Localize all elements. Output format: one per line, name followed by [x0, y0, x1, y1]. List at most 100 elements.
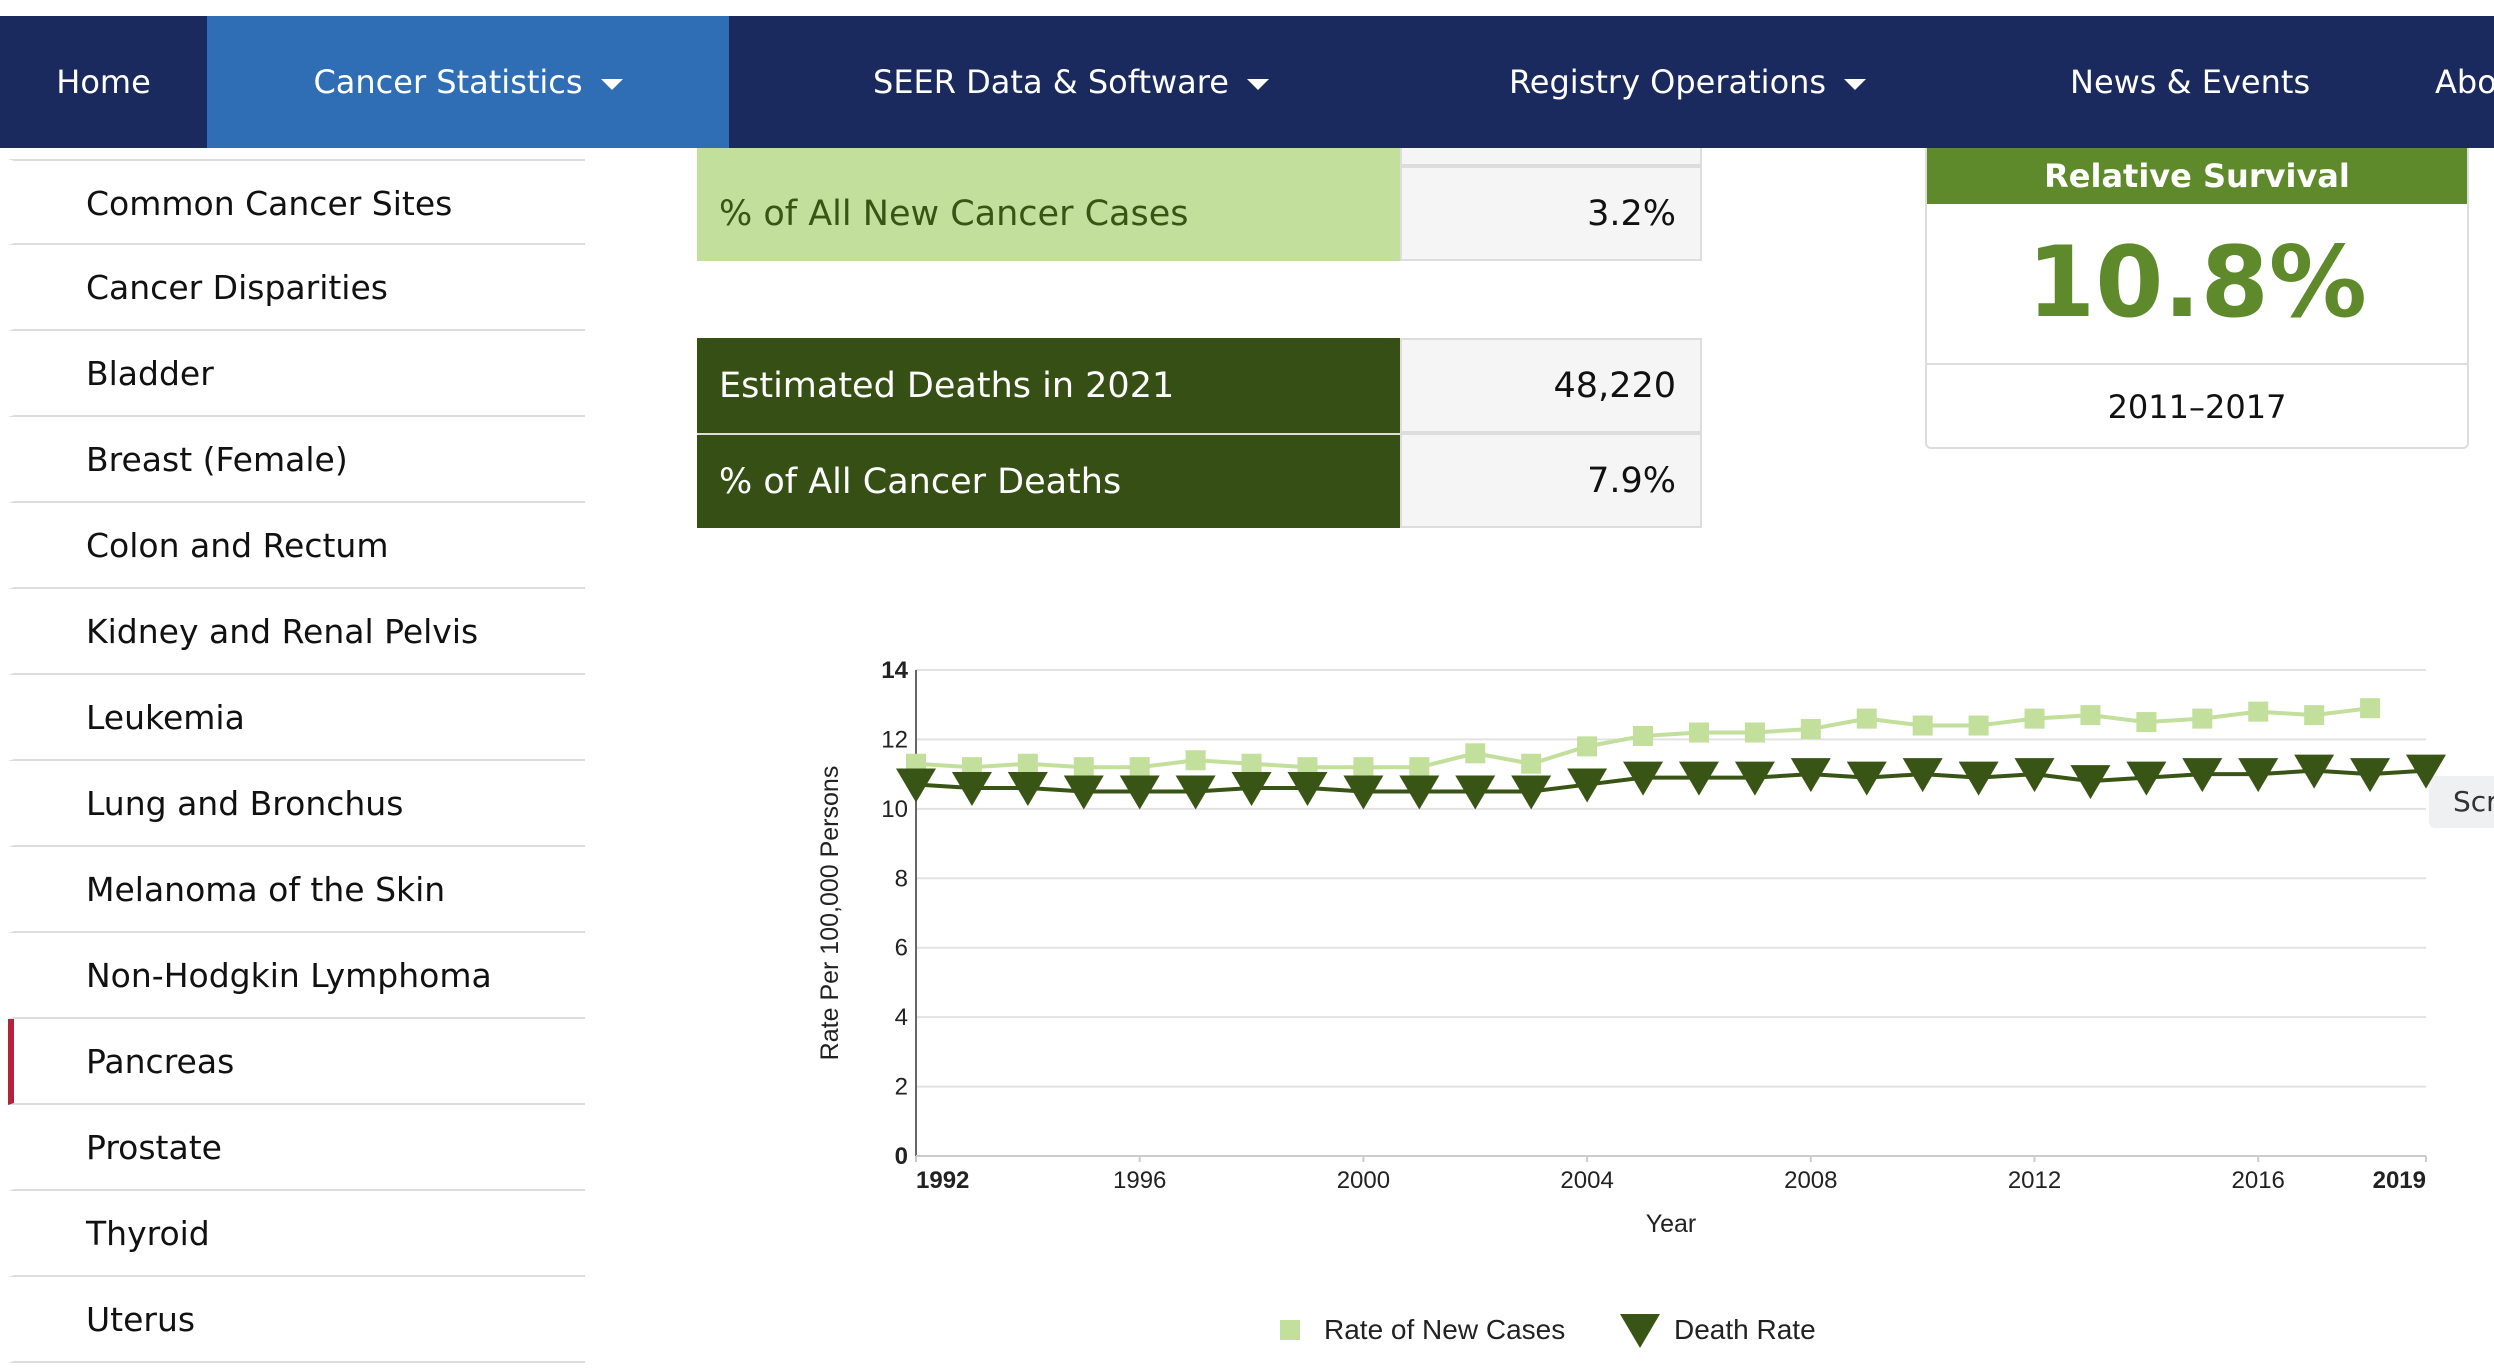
- legend-label: Rate of New Cases: [1324, 1314, 1565, 1345]
- nav-item[interactable]: News & Events: [2070, 16, 2310, 148]
- sidebar-item[interactable]: Melanoma of the Skin: [8, 847, 585, 933]
- point: [1521, 753, 1542, 774]
- point: [1231, 772, 1272, 807]
- point: [1409, 757, 1430, 778]
- nav-item[interactable]: Registry Operations: [1509, 16, 1867, 148]
- point: [1800, 719, 1821, 740]
- y-tick-label: 2: [895, 1074, 908, 1101]
- sidebar-item[interactable]: Bladder: [8, 331, 585, 417]
- chart: 0 2 4 6 8 10 12 14 1992 1996 2000 2004 2008 2012 2016 2…: [816, 657, 2446, 1348]
- nav-item[interactable]: Home: [0, 16, 207, 148]
- point: [2136, 712, 2157, 733]
- point: [1968, 715, 1989, 736]
- series-line: [915, 768, 2427, 794]
- nav-label: Home: [56, 63, 151, 101]
- survival-period: 2011–2017: [2107, 388, 2287, 426]
- point: [1399, 775, 1440, 810]
- sidebar-item[interactable]: Uterus: [8, 1277, 585, 1363]
- point: [2070, 765, 2111, 800]
- sidebar-item[interactable]: Leukemia: [8, 675, 585, 761]
- point: [1343, 775, 1384, 810]
- point: [1007, 772, 1048, 807]
- caret: [1246, 78, 1269, 90]
- nav-item[interactable]: Abo: [2435, 16, 2494, 148]
- legend-label: Death Rate: [1674, 1314, 1816, 1345]
- point: [896, 768, 936, 803]
- point: [2014, 758, 2055, 793]
- point: [1185, 750, 1206, 771]
- point: [1017, 753, 1038, 774]
- table-row-partial: [697, 148, 1400, 166]
- point: [1856, 708, 1877, 729]
- point: [1567, 768, 1608, 803]
- caret: [1844, 78, 1867, 90]
- survival-card: Relative Survival 10.8% 2011–2017: [1925, 148, 2469, 449]
- sidebar-item[interactable]: Pancreas: [8, 1019, 585, 1105]
- x-tick-label: 2008: [1784, 1167, 1837, 1194]
- point: [2304, 705, 2325, 726]
- point: [1958, 761, 1999, 796]
- point: [1902, 758, 1943, 793]
- sidebar-item[interactable]: Lung and Bronchus: [8, 761, 585, 847]
- point: [1119, 775, 1160, 810]
- sidebar-item[interactable]: Colon and Rectum: [8, 503, 585, 589]
- point: [1734, 761, 1775, 796]
- point: [2360, 698, 2381, 719]
- point: [1063, 775, 1104, 810]
- x-tick-label: 2004: [1560, 1167, 1613, 1194]
- sidebar-item[interactable]: Common Cancer Sites: [8, 159, 585, 245]
- sidebar-item[interactable]: Breast (Female): [8, 417, 585, 503]
- x-tick-label: 2012: [2008, 1167, 2061, 1194]
- nav-item[interactable]: SEER Data & Software: [873, 16, 1269, 148]
- sidebar-item[interactable]: Cancer Disparities: [8, 245, 585, 331]
- point: [1455, 775, 1496, 810]
- point: [1912, 715, 1933, 736]
- y-tick-label: 6: [895, 935, 908, 962]
- table-label: Estimated Deaths in 2021: [697, 338, 1400, 433]
- y-axis-label: Rate Per 100,000 Persons: [816, 766, 844, 1061]
- point: [1511, 775, 1552, 810]
- nav-label: Abo: [2435, 63, 2494, 101]
- table-row-partial: [1400, 148, 1702, 166]
- y-tick-label: 10: [881, 796, 908, 823]
- x-tick-label: 2000: [1337, 1167, 1390, 1194]
- sidebar-item[interactable]: Kidney and Renal Pelvis: [8, 589, 585, 675]
- point: [1623, 761, 1664, 796]
- point: [1577, 736, 1598, 757]
- y-tick-label: 4: [895, 1004, 908, 1031]
- point: [1129, 757, 1150, 778]
- point: [1175, 775, 1216, 810]
- point: [1465, 743, 1486, 764]
- table-label: % of All New Cancer Cases: [697, 166, 1400, 261]
- sidebar: Common Cancer Sites Cancer Disparities Bla…: [8, 159, 585, 1363]
- point: [1633, 725, 1654, 746]
- point: [2080, 705, 2101, 726]
- y-tick-label: 14: [881, 657, 908, 684]
- x-tick-label: 2019: [2373, 1167, 2426, 1194]
- point: [1790, 758, 1831, 793]
- side-button[interactable]: Scr: [2429, 776, 2494, 828]
- point: [1241, 753, 1262, 774]
- x-tick-label: 1992: [916, 1167, 969, 1194]
- point: [1073, 757, 1094, 778]
- survival-title: Relative Survival: [1927, 148, 2467, 204]
- point: [951, 772, 992, 807]
- sidebar-item[interactable]: Thyroid: [8, 1191, 585, 1277]
- point: [1678, 761, 1719, 796]
- sidebar-item[interactable]: Prostate: [8, 1105, 585, 1191]
- point: [1353, 757, 1374, 778]
- nav-item[interactable]: Cancer Statistics: [207, 16, 729, 148]
- table-value: 7.9%: [1400, 433, 1702, 528]
- point: [1846, 761, 1887, 796]
- point: [2182, 758, 2223, 793]
- point: [2192, 708, 2213, 729]
- legend-marker: [1620, 1314, 1660, 1348]
- top-nav: Home Cancer Statistics SEER Data & Softw…: [0, 16, 2494, 148]
- point: [1744, 722, 1765, 743]
- y-tick-label: 0: [895, 1143, 908, 1170]
- nav-label: News & Events: [2070, 63, 2311, 101]
- point: [2406, 754, 2446, 789]
- sidebar-item[interactable]: Non-Hodgkin Lymphoma: [8, 933, 585, 1019]
- y-tick-label: 12: [881, 726, 908, 753]
